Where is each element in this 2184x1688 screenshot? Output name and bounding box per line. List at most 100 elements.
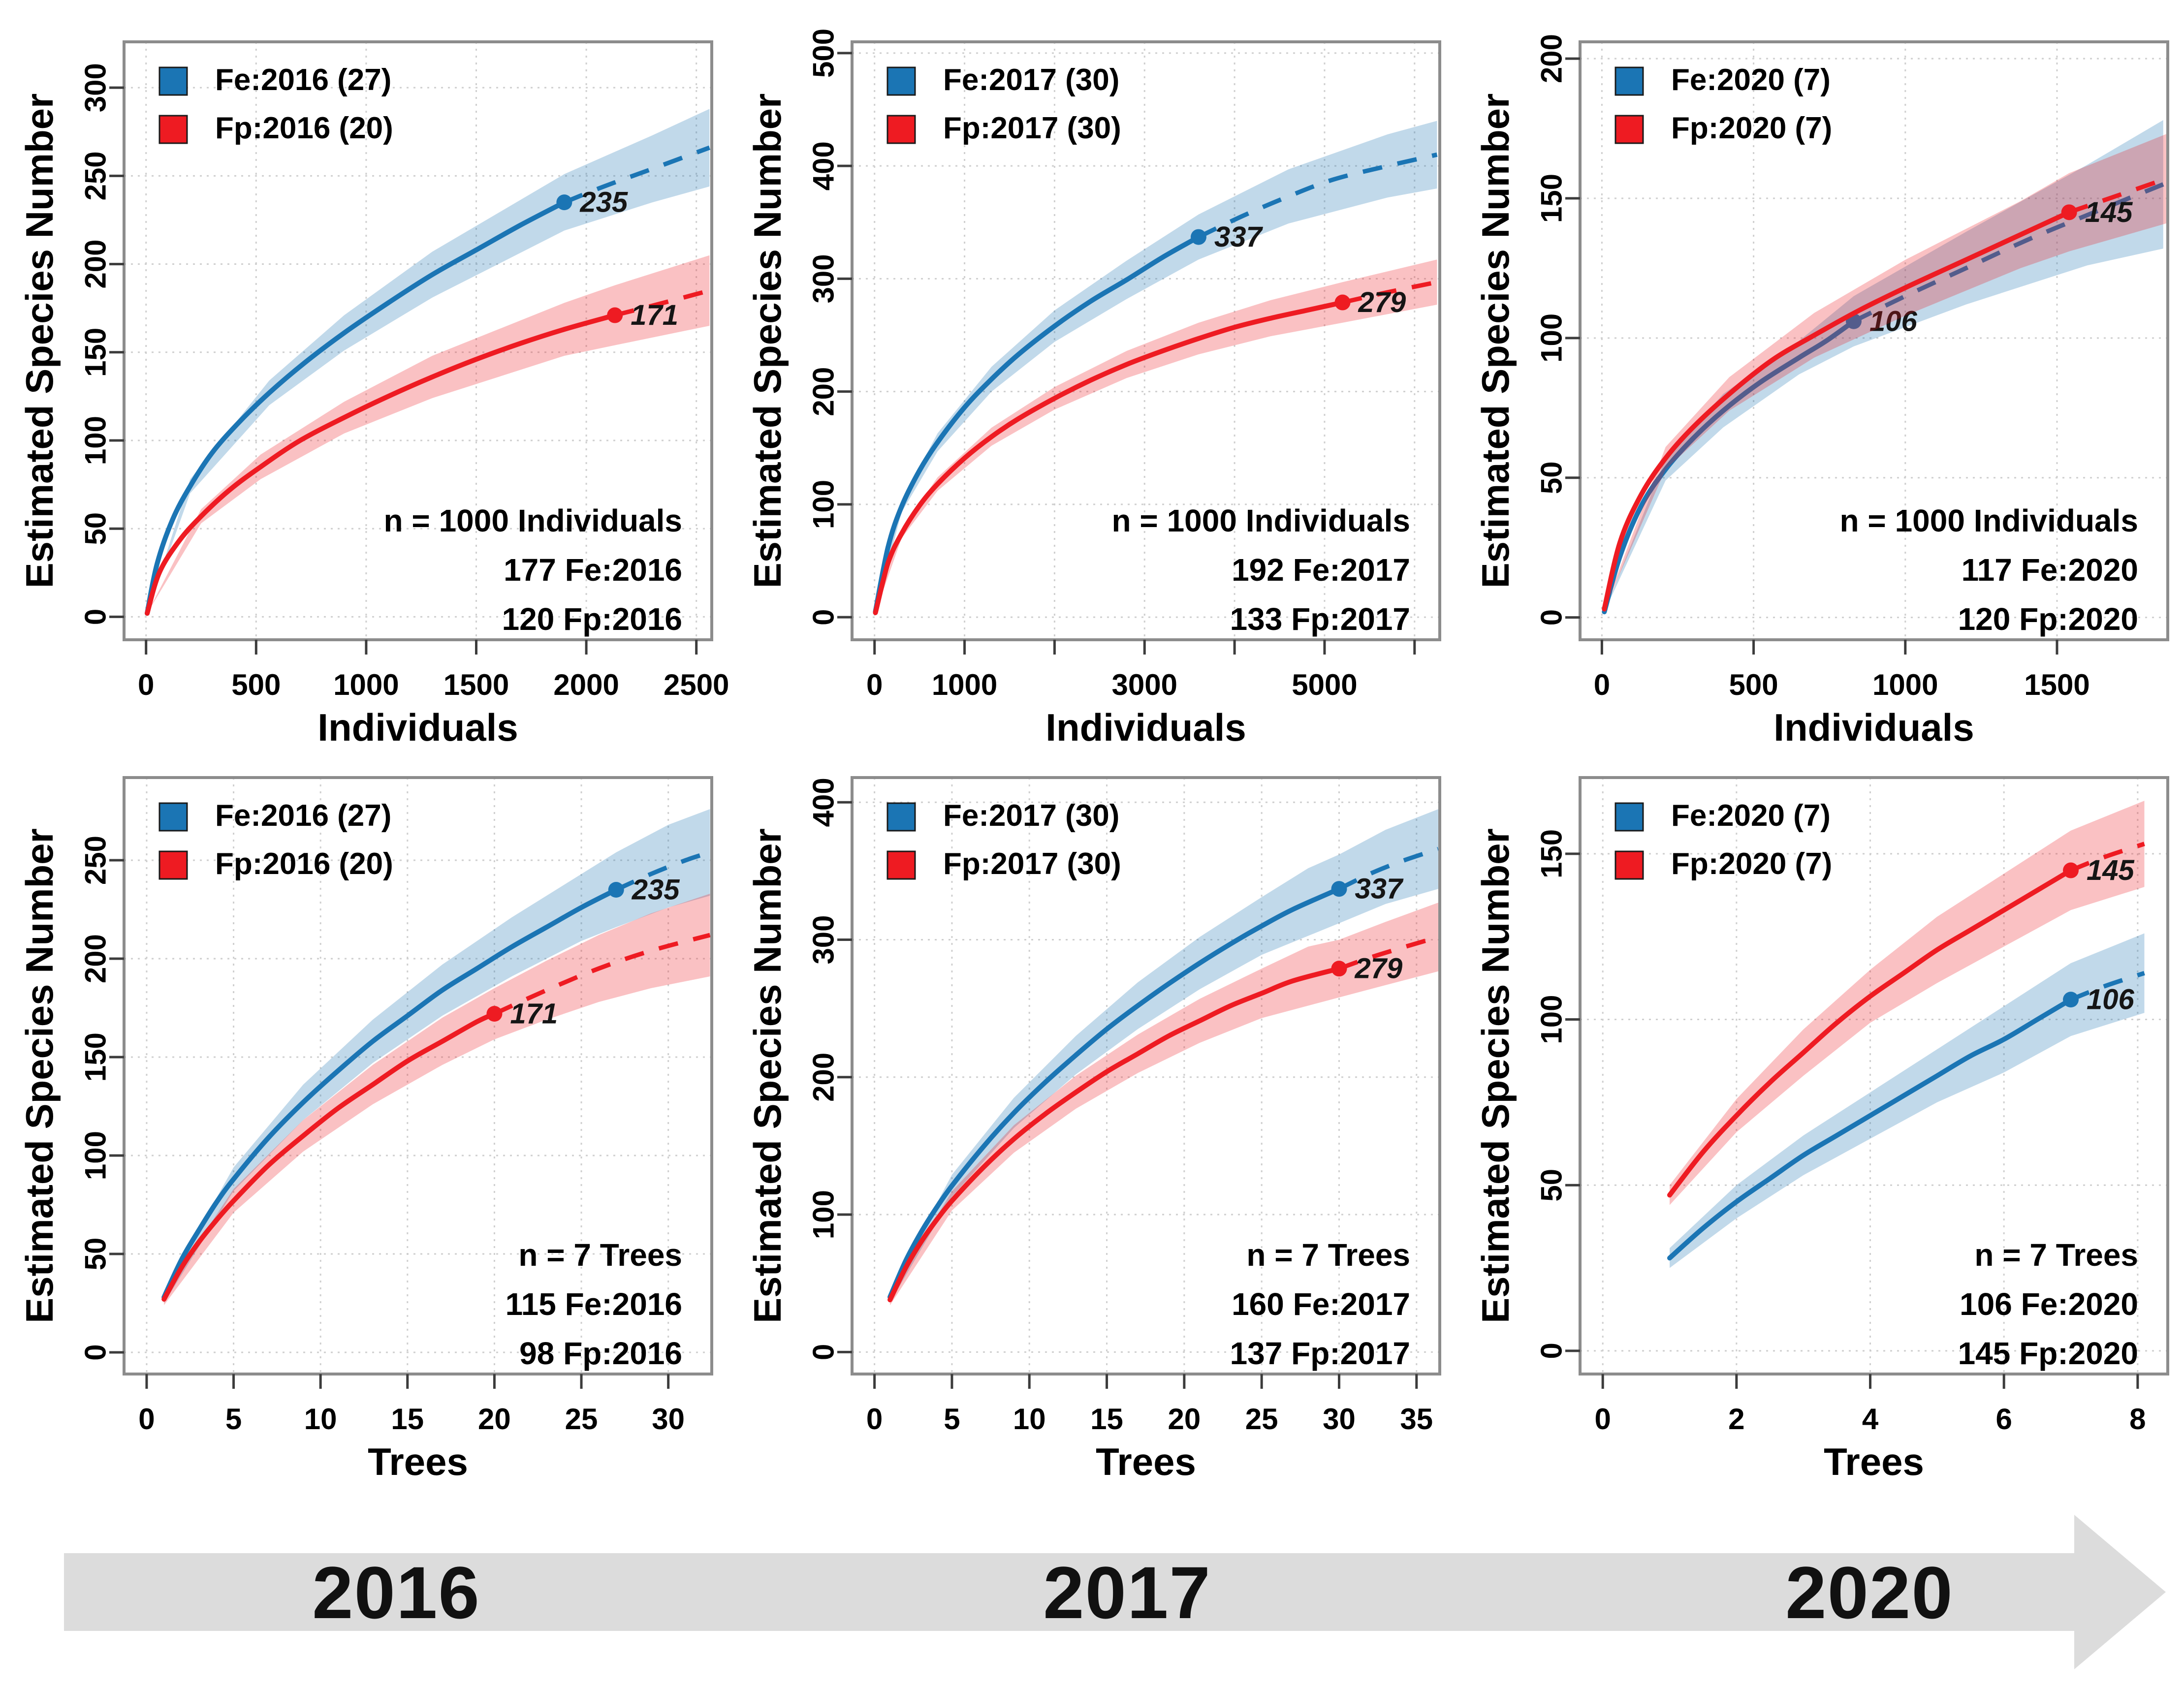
fp-confidence-band xyxy=(1670,801,2145,1205)
x-tick-label: 5 xyxy=(944,1403,960,1436)
legend-swatch-fp xyxy=(1614,850,1644,880)
fp-endpoint-label: 145 xyxy=(2085,196,2133,228)
fe-endpoint-label: 337 xyxy=(1355,873,1404,905)
fe-endpoint-label: 106 xyxy=(1869,305,1918,337)
legend-swatch-fp xyxy=(886,115,916,144)
legend-label: Fe:2016 (27) xyxy=(215,63,391,97)
x-axis-title: Trees xyxy=(1096,1440,1196,1483)
y-axis-title: Estimated Species Number xyxy=(18,94,61,589)
panel-2017-individuals: 337 279 0 1000 3000 5000 0 100 200 300 400 500 Indiv… xyxy=(728,0,1456,768)
x-tick-label: 15 xyxy=(391,1403,424,1436)
fe-rarefaction-curve xyxy=(1602,318,1856,615)
legend-label: Fp:2020 (7) xyxy=(1671,847,1832,881)
x-tick-label: 500 xyxy=(1729,668,1778,701)
fp-endpoint-label: 279 xyxy=(1358,286,1406,318)
sample-size-note-line: n = 1000 Individuals xyxy=(384,503,682,538)
y-tick-label: 250 xyxy=(79,151,112,200)
fe-endpoint-marker xyxy=(608,882,624,898)
fe-rarefaction-curve xyxy=(1667,997,2073,1261)
fp-rarefaction-curve xyxy=(145,313,618,616)
chart-2017-trees: 337 279 0 5 10 15 20 25 30 35 0 100 200 300 400 Trees Es… xyxy=(746,776,1441,1483)
legend-swatch-fe xyxy=(886,66,916,96)
x-tick-label: 20 xyxy=(478,1403,511,1436)
legend-label: Fe:2016 (27) xyxy=(215,799,391,833)
legend-swatch-fe xyxy=(158,802,188,832)
plot-border xyxy=(1579,40,2169,641)
timeline-arrow-band xyxy=(64,1553,2074,1631)
x-tick-label: 0 xyxy=(138,668,154,701)
fp-extrapolation-curve xyxy=(493,933,711,1016)
plot-border xyxy=(851,40,1441,641)
year-label-2016: 2016 xyxy=(312,1551,480,1634)
plot-border xyxy=(851,776,1441,1375)
y-tick-label: 0 xyxy=(807,609,840,625)
x-tick-label: 1500 xyxy=(2024,668,2089,701)
chart-2020-individuals: 106 145 0 500 1000 1500 0 50 100 150 200 Individual… xyxy=(1474,34,2169,749)
legend-swatch-fe xyxy=(1614,66,1644,96)
y-axis-title: Estimated Species Number xyxy=(746,828,789,1323)
x-tick-label: 1000 xyxy=(932,668,997,701)
fe-rarefaction-curve xyxy=(161,887,619,1300)
x-tick-label: 3000 xyxy=(1112,668,1177,701)
legend-swatch-fp xyxy=(158,115,188,144)
x-tick-label: 5000 xyxy=(1292,668,1357,701)
x-tick-label: 6 xyxy=(1996,1403,2012,1436)
x-tick-label: 4 xyxy=(1862,1403,1879,1436)
legend-swatch-fe xyxy=(158,66,188,96)
sample-size-note-line: 192 Fe:2017 xyxy=(1232,552,1410,588)
fe-endpoint-marker xyxy=(556,194,572,211)
y-tick-label: 100 xyxy=(1535,313,1568,363)
fe-extrapolation-curve xyxy=(615,850,711,892)
fp-endpoint-marker xyxy=(486,1006,503,1022)
fp-extrapolation-curve xyxy=(1338,935,1439,971)
y-axis-title: Estimated Species Number xyxy=(1474,828,1517,1323)
y-tick-label: 100 xyxy=(79,416,112,465)
timeline: 2016 2017 2020 xyxy=(0,1506,2184,1688)
y-axis-title: Estimated Species Number xyxy=(746,94,789,589)
fe-confidence-band xyxy=(147,109,710,614)
sample-size-note-line: n = 1000 Individuals xyxy=(1840,503,2138,538)
sample-size-note-line: 120 Fp:2020 xyxy=(1958,601,2138,637)
x-axis-title: Trees xyxy=(368,1440,468,1483)
y-tick-label: 0 xyxy=(1535,1343,1568,1359)
chart-2016-individuals: 235 171 0 500 1000 1500 2000 2500 0 50 100 150 200 25… xyxy=(18,40,728,749)
y-tick-label: 100 xyxy=(807,1190,840,1239)
sample-size-note-line: 98 Fp:2016 xyxy=(519,1336,682,1371)
x-tick-label: 2500 xyxy=(664,668,728,701)
fe-endpoint-marker xyxy=(1331,881,1347,897)
fe-endpoint-marker xyxy=(2063,992,2079,1008)
y-tick-label: 500 xyxy=(807,29,840,78)
fe-rarefaction-curve xyxy=(887,886,1342,1300)
y-tick-label: 50 xyxy=(79,512,112,545)
chart-2016-trees: 235 171 0 5 10 15 20 25 30 0 50 100 150 200 250 Trees Es… xyxy=(18,776,713,1483)
y-tick-label: 300 xyxy=(79,63,112,112)
legend-label: Fp:2017 (30) xyxy=(943,111,1121,145)
sample-size-note-line: n = 7 Trees xyxy=(1246,1237,1410,1273)
panel-2016-trees: 235 171 0 5 10 15 20 25 30 0 50 100 150 200 250 Trees Es… xyxy=(0,768,728,1506)
y-axis-title: Estimated Species Number xyxy=(18,828,61,1323)
fp-extrapolation-curve xyxy=(2068,176,2167,215)
y-tick-label: 200 xyxy=(807,367,840,416)
timeline-arrow xyxy=(64,1515,2166,1669)
sample-size-note-line: 137 Fp:2017 xyxy=(1230,1336,1410,1371)
x-tick-label: 5 xyxy=(225,1403,242,1436)
x-tick-label: 1000 xyxy=(1872,668,1938,701)
chart-2017-individuals: 337 279 0 1000 3000 5000 0 100 200 300 400 500 Indiv… xyxy=(746,29,1441,749)
x-tick-label: 30 xyxy=(652,1403,685,1436)
y-tick-label: 200 xyxy=(79,934,112,983)
y-tick-label: 250 xyxy=(79,836,112,885)
fp-extrapolation-curve xyxy=(614,288,710,317)
x-axis-title: Individuals xyxy=(1045,706,1246,749)
y-tick-label: 400 xyxy=(807,778,840,827)
y-tick-label: 50 xyxy=(1535,461,1568,494)
sample-size-note-line: 160 Fe:2017 xyxy=(1232,1286,1410,1322)
x-tick-label: 0 xyxy=(866,668,883,701)
y-tick-label: 0 xyxy=(1535,609,1568,625)
y-tick-label: 300 xyxy=(807,915,840,964)
sample-size-note-line: 145 Fp:2020 xyxy=(1958,1336,2138,1371)
fe-extrapolation-curve xyxy=(1198,152,1438,239)
fp-extrapolation-curve xyxy=(2070,842,2145,873)
legend-label: Fe:2020 (7) xyxy=(1671,63,1831,97)
y-tick-label: 100 xyxy=(1535,995,1568,1044)
